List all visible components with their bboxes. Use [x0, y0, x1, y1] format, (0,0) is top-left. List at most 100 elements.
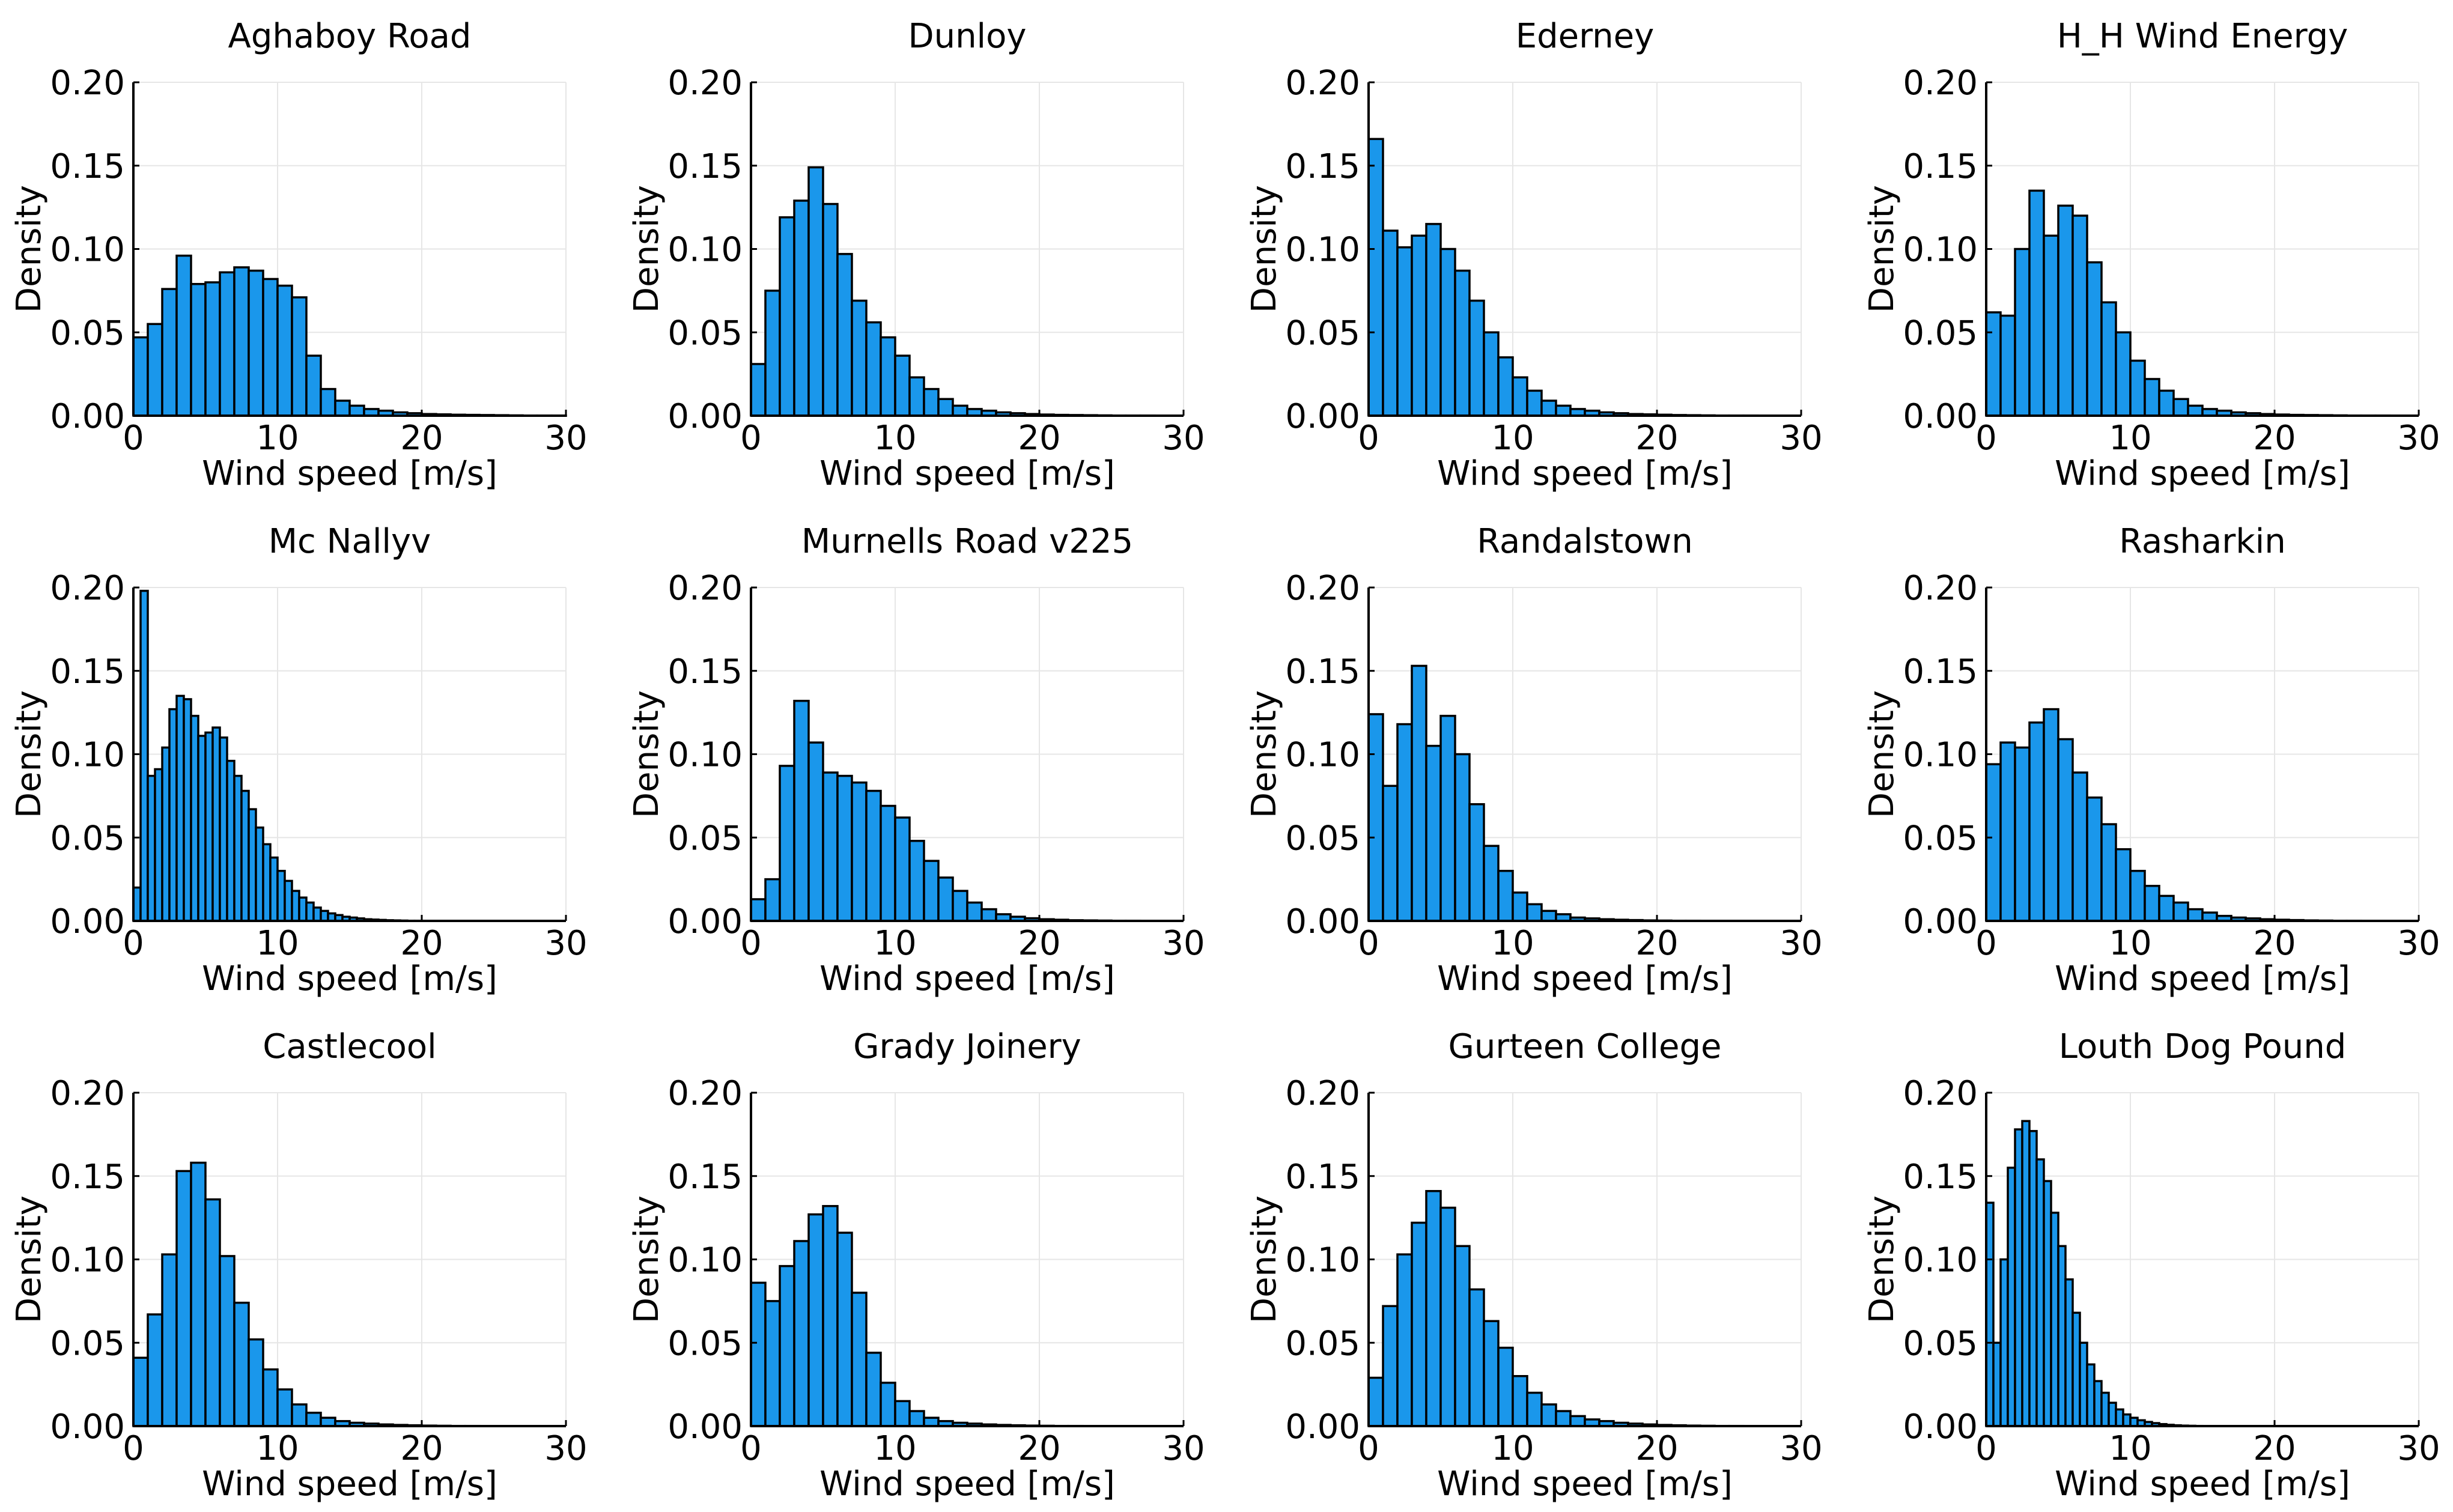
histogram-bar [2043, 1180, 2052, 1427]
histogram-bar [284, 879, 293, 922]
histogram-bar [2144, 884, 2160, 922]
histogram-bar [2172, 398, 2189, 417]
histogram-bar [334, 399, 351, 417]
histogram-bar [807, 741, 824, 922]
histogram-bar [2129, 359, 2146, 417]
x-tick-label: 10 [256, 419, 299, 458]
x-tick-label: 20 [1635, 419, 1678, 458]
y-tick-label: 0.20 [1285, 1074, 1360, 1113]
histogram-bar [1526, 1391, 1543, 1427]
x-tick-label: 20 [1018, 1429, 1060, 1468]
histogram-bar [2057, 1245, 2067, 1427]
histogram-bar [1985, 763, 2002, 922]
panel-title: Randalstown [1477, 522, 1693, 561]
histogram-bar [2115, 1408, 2124, 1427]
histogram-bar [262, 1368, 279, 1427]
histogram-bar [894, 1400, 911, 1427]
y-tick-label: 0.20 [667, 1074, 743, 1113]
histogram-bar [2100, 823, 2117, 922]
histogram-bar [1497, 1346, 1514, 1427]
histogram-bar [779, 216, 795, 417]
y-tick-label: 0.05 [1285, 819, 1360, 858]
histogram-bar [894, 354, 911, 417]
histogram-bar [2064, 1278, 2074, 1427]
x-tick-label: 10 [2109, 1429, 2151, 1468]
y-tick-label: 0.05 [1903, 314, 1978, 353]
histogram-bar [1367, 1376, 1384, 1427]
y-tick-label: 0.10 [1903, 231, 1978, 270]
y-axis-label: Density [1245, 690, 1284, 818]
panel-2: 0 10 20 30 0.00 0.05 0.10 0.15 0.20 Ederney Wind s… [1245, 17, 1823, 493]
histogram-bar [312, 906, 322, 922]
x-tick-label: 20 [1635, 924, 1678, 963]
histogram-bar [1497, 870, 1514, 922]
histogram-bar [1483, 331, 1500, 417]
histogram-bar [175, 694, 185, 922]
panel-6: 0 10 20 30 0.00 0.05 0.10 0.15 0.20 Randalstown Wi… [1245, 522, 1823, 998]
histogram-bar [2072, 1311, 2081, 1427]
x-axis-label: Wind speed [m/s] [2055, 1465, 2350, 1504]
y-tick-label: 0.15 [1903, 1158, 1978, 1197]
panel-4: 0 10 20 30 0.00 0.05 0.10 0.15 0.20 Mc Nallyv Wind… [10, 522, 588, 998]
histogram-bar [320, 1416, 336, 1427]
y-tick-label: 0.00 [50, 397, 125, 436]
y-axis-label: Density [627, 185, 666, 313]
histogram-bar [1512, 1375, 1528, 1427]
histogram-bar [233, 266, 250, 417]
histogram-bar [132, 336, 149, 417]
histogram-bar [2100, 301, 2117, 417]
histogram-bar [764, 1300, 781, 1427]
x-tick-label: 30 [1780, 419, 1822, 458]
x-tick-label: 10 [874, 1429, 916, 1468]
y-tick-label: 0.15 [1285, 147, 1360, 186]
x-tick-label: 30 [1162, 924, 1205, 963]
histogram-bar [204, 281, 221, 417]
panel-title: Grady Joinery [853, 1027, 1081, 1066]
x-tick-label: 20 [1018, 419, 1060, 458]
panel-title: H_H Wind Energy [2057, 17, 2348, 56]
y-tick-label: 0.05 [1903, 1324, 1978, 1363]
histogram-bar [923, 860, 940, 922]
y-tick-label: 0.00 [1903, 902, 1978, 941]
histogram-bar [219, 736, 228, 922]
panel-1: 0 10 20 30 0.00 0.05 0.10 0.15 0.20 Dunloy Wind sp… [627, 17, 1205, 493]
histogram-bar [175, 1170, 192, 1427]
panel-10: 0 10 20 30 0.00 0.05 0.10 0.15 0.20 Gurteen Colle… [1245, 1027, 1823, 1504]
x-tick-label: 20 [400, 419, 443, 458]
histogram-bar [1540, 399, 1557, 417]
panel-8: 0 10 20 30 0.00 0.05 0.10 0.15 0.20 Castlecool Win… [10, 1027, 588, 1504]
histogram-bar [2201, 911, 2218, 922]
histogram-bar [291, 1403, 308, 1427]
histogram-bar [161, 1253, 178, 1427]
x-tick-label: 0 [740, 924, 762, 963]
histogram-bar [248, 269, 264, 417]
histogram-bar [880, 1382, 896, 1427]
histogram-bar [822, 771, 839, 922]
histogram-bar [2108, 1401, 2117, 1427]
histogram-bar [793, 199, 810, 417]
histogram-bar [1483, 845, 1500, 922]
histogram-bar [1425, 744, 1442, 922]
x-axis-label: Wind speed [m/s] [819, 959, 1115, 998]
histogram-bar [1454, 1245, 1471, 1427]
histogram-bar [1526, 903, 1543, 922]
histogram-bar [1497, 356, 1514, 417]
histogram-bar [851, 1292, 868, 1427]
x-axis-label: Wind speed [m/s] [1437, 454, 1733, 493]
y-axis-label: Density [627, 690, 666, 818]
histogram-bar [2007, 1167, 2016, 1427]
histogram-bar [262, 843, 272, 922]
x-tick-label: 0 [1975, 924, 1997, 963]
y-tick-label: 0.05 [1285, 1324, 1360, 1363]
histogram-bar [305, 354, 322, 417]
x-tick-label: 30 [1162, 419, 1205, 458]
histogram-bar [139, 589, 149, 922]
histogram-bar [211, 726, 221, 922]
y-tick-label: 0.20 [50, 64, 125, 103]
histogram-bar [2028, 721, 2045, 922]
x-tick-label: 30 [2397, 419, 2440, 458]
histogram-bar [779, 1265, 795, 1427]
y-axis-label: Density [1245, 185, 1284, 313]
histogram-bar [1382, 785, 1399, 922]
y-axis-label: Density [1245, 1195, 1284, 1323]
